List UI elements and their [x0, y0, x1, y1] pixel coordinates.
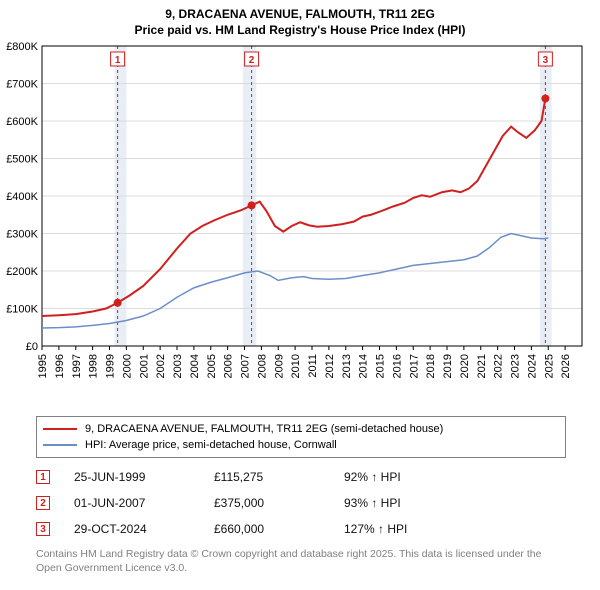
chart-svg: £0 £100K £200K £300K £400K £500K £600K £700K £80… [0, 40, 600, 400]
legend-swatch-property [43, 428, 77, 431]
svg-text:2016: 2016 [391, 354, 403, 378]
svg-text:1999: 1999 [105, 354, 117, 378]
svg-text:2019: 2019 [442, 354, 454, 378]
svg-text:2024: 2024 [526, 354, 538, 378]
svg-text:2006: 2006 [223, 354, 235, 378]
svg-text:2003: 2003 [172, 354, 184, 378]
sale-date: 01-JUN-2007 [74, 496, 214, 510]
svg-text:2022: 2022 [493, 354, 505, 378]
sales-row: 2 01-JUN-2007£375,00093% ↑ HPI [36, 490, 464, 516]
sale-date: 25-JUN-1999 [74, 470, 214, 484]
svg-text:2015: 2015 [375, 354, 387, 378]
svg-text:2018: 2018 [425, 354, 437, 378]
svg-text:2002: 2002 [155, 354, 167, 378]
svg-text:1998: 1998 [88, 354, 100, 378]
sale-pct: 127% ↑ HPI [344, 522, 464, 536]
sale-pct: 93% ↑ HPI [344, 496, 464, 510]
sale-price: £375,000 [214, 496, 344, 510]
svg-text:2013: 2013 [341, 354, 353, 378]
svg-text:£300K: £300K [6, 229, 38, 241]
svg-text:2007: 2007 [240, 354, 252, 378]
svg-text:£200K: £200K [6, 266, 38, 278]
title-line-1: 9, DRACAENA AVENUE, FALMOUTH, TR11 2EG [0, 6, 600, 22]
page-container: 9, DRACAENA AVENUE, FALMOUTH, TR11 2EG P… [0, 0, 600, 590]
legend-row-1: 9, DRACAENA AVENUE, FALMOUTH, TR11 2EG (… [43, 421, 559, 437]
svg-text:2023: 2023 [510, 354, 522, 378]
sales-row: 3 29-OCT-2024£660,000127% ↑ HPI [36, 516, 464, 542]
svg-text:2017: 2017 [408, 354, 420, 378]
legend-label-hpi: HPI: Average price, semi-detached house,… [85, 439, 337, 451]
svg-text:2009: 2009 [273, 354, 285, 378]
svg-text:2025: 2025 [543, 354, 555, 378]
svg-text:£800K: £800K [6, 41, 38, 53]
svg-text:£700K: £700K [6, 79, 38, 91]
legend-swatch-hpi [43, 444, 77, 446]
title-line-2: Price paid vs. HM Land Registry's House … [0, 22, 600, 38]
svg-text:2008: 2008 [256, 354, 268, 378]
svg-text:2021: 2021 [476, 354, 488, 378]
sale-marker-2: 2 [36, 496, 50, 510]
svg-text:2014: 2014 [358, 354, 370, 378]
title-block: 9, DRACAENA AVENUE, FALMOUTH, TR11 2EG P… [0, 0, 600, 38]
svg-text:£100K: £100K [6, 304, 38, 316]
svg-text:1997: 1997 [71, 354, 83, 378]
svg-text:£0: £0 [26, 341, 38, 353]
sale-marker-1: 1 [36, 470, 50, 484]
sale-price: £115,275 [214, 470, 344, 484]
svg-text:2: 2 [249, 55, 255, 66]
svg-text:2026: 2026 [560, 354, 572, 378]
svg-text:1995: 1995 [37, 354, 49, 378]
svg-text:1996: 1996 [54, 354, 66, 378]
svg-text:2001: 2001 [138, 354, 150, 378]
legend-label-property: 9, DRACAENA AVENUE, FALMOUTH, TR11 2EG (… [85, 423, 443, 435]
svg-text:2005: 2005 [206, 354, 218, 378]
svg-text:£500K: £500K [6, 154, 38, 166]
sales-table: 1 25-JUN-1999£115,27592% ↑ HPI 2 01-JUN-200… [36, 464, 464, 542]
svg-text:1: 1 [115, 55, 121, 66]
svg-text:2004: 2004 [189, 354, 201, 378]
sale-date: 29-OCT-2024 [74, 522, 214, 536]
sale-price: £660,000 [214, 522, 344, 536]
svg-text:2011: 2011 [307, 354, 319, 378]
svg-text:2012: 2012 [324, 354, 336, 378]
legend: 9, DRACAENA AVENUE, FALMOUTH, TR11 2EG (… [36, 416, 566, 458]
legend-row-2: HPI: Average price, semi-detached house,… [43, 437, 559, 453]
svg-text:2010: 2010 [290, 354, 302, 378]
sales-row: 1 25-JUN-1999£115,27592% ↑ HPI [36, 464, 464, 490]
svg-text:£600K: £600K [6, 116, 38, 128]
sale-pct: 92% ↑ HPI [344, 470, 464, 484]
svg-text:2000: 2000 [121, 354, 133, 378]
svg-text:£400K: £400K [6, 191, 38, 203]
footnote: Contains HM Land Registry data © Crown c… [36, 548, 566, 575]
chart-area: £0 £100K £200K £300K £400K £500K £600K £700K £80… [0, 40, 600, 400]
sale-marker-3: 3 [36, 522, 50, 536]
svg-text:3: 3 [543, 55, 549, 66]
svg-text:2020: 2020 [459, 354, 471, 378]
